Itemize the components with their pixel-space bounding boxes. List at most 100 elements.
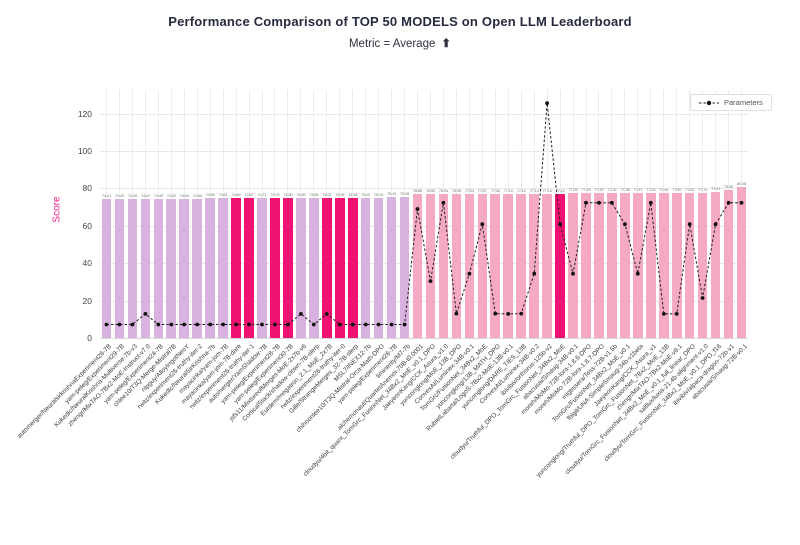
bar-value-label: 74.71	[257, 192, 267, 198]
bar[interactable]	[503, 193, 514, 338]
bar-value-label: 77.10	[503, 187, 513, 193]
bar-value-label: 77.32	[607, 187, 617, 193]
bar[interactable]	[218, 198, 228, 338]
y-tick-label: 40	[82, 258, 92, 269]
y-tick-label: 20	[82, 295, 92, 306]
bar[interactable]	[296, 197, 306, 338]
bar[interactable]	[322, 197, 332, 338]
bar[interactable]	[166, 198, 177, 338]
bar[interactable]	[451, 194, 462, 338]
bar[interactable]	[399, 197, 410, 338]
bar-value-label: 77.07	[477, 187, 487, 193]
bar[interactable]	[412, 194, 423, 338]
bar[interactable]	[347, 197, 358, 338]
bar-value-label: 75.02	[361, 191, 371, 197]
bar-value-label: 75.28	[400, 191, 410, 197]
metric-up-arrow-icon: ⬆	[441, 38, 452, 50]
bar-value-label: 77.91	[711, 186, 721, 192]
bar[interactable]	[620, 193, 630, 338]
bar-value-label: 75.19	[387, 191, 397, 197]
bar-value-label: 74.80	[283, 192, 293, 198]
bar[interactable]	[594, 193, 604, 338]
bar[interactable]	[490, 193, 501, 338]
bar[interactable]	[101, 198, 112, 338]
bar-value-label: 77.03	[464, 187, 474, 193]
bar[interactable]	[114, 198, 125, 338]
bar-value-label: 74.59	[205, 192, 215, 198]
bar[interactable]	[283, 198, 293, 338]
bar-value-label: 77.52	[685, 186, 695, 192]
bar-value-label: 77.14	[529, 187, 539, 193]
bar[interactable]	[309, 197, 319, 338]
bar[interactable]	[244, 198, 254, 338]
metric-label: Metric = Average	[348, 38, 436, 50]
chart-title: Performance Comparison of TOP 50 MODELS …	[168, 14, 632, 29]
bar[interactable]	[270, 198, 280, 338]
bar[interactable]	[205, 198, 215, 338]
bar-value-label: 77.30	[594, 187, 604, 193]
bar[interactable]	[555, 193, 565, 338]
legend[interactable]: Parameters	[690, 94, 772, 111]
bar-value-label: 74.92	[322, 191, 332, 197]
y-tick-label: 60	[82, 220, 92, 231]
bar[interactable]	[386, 197, 397, 338]
bar[interactable]	[477, 193, 488, 338]
bar[interactable]	[736, 187, 747, 338]
bar[interactable]	[140, 198, 151, 338]
bar[interactable]	[542, 193, 552, 338]
y-tick-label: 0	[87, 333, 92, 343]
bar-value-label: 74.43	[114, 192, 124, 198]
bar[interactable]	[684, 192, 695, 338]
bar-value-label: 74.61	[218, 192, 228, 198]
bar[interactable]	[438, 194, 449, 338]
bar[interactable]	[710, 192, 721, 338]
bar-value-label: 74.89	[309, 191, 319, 197]
bar[interactable]	[633, 193, 643, 338]
bar[interactable]	[153, 198, 164, 338]
bar-value-label: 76.90	[425, 188, 435, 194]
bar-value-label: 74.98	[348, 191, 358, 197]
bar[interactable]	[658, 193, 669, 338]
bar-value-label: 75.10	[374, 191, 384, 197]
y-axis-label: Score	[51, 196, 63, 223]
bar-value-label: 74.52	[166, 192, 176, 198]
bar[interactable]	[464, 193, 475, 338]
bar-value-label: 77.44	[659, 187, 669, 193]
parameters-line-marker-icon	[699, 100, 719, 105]
bar[interactable]	[516, 193, 526, 338]
bar[interactable]	[127, 198, 138, 338]
bar[interactable]	[192, 198, 202, 338]
bar-value-label: 79.30	[724, 183, 734, 189]
legend-label-parameters: Parameters	[724, 98, 763, 107]
bar-value-label: 77.74	[698, 186, 708, 192]
bar[interactable]	[568, 193, 578, 338]
bar-value-label: 74.45	[127, 192, 137, 198]
y-tick-label: 80	[82, 183, 92, 194]
bar-value-label: 77.12	[516, 187, 526, 193]
bar[interactable]	[373, 197, 384, 338]
bar[interactable]	[425, 194, 436, 338]
bar-value-label: 76.98	[451, 187, 461, 193]
bar[interactable]	[697, 192, 708, 338]
bar[interactable]	[529, 193, 539, 338]
bar-value-label: 74.41	[101, 192, 111, 198]
bar-value-label: 77.41	[633, 187, 643, 193]
bar[interactable]	[646, 193, 656, 338]
bar[interactable]	[257, 198, 267, 338]
y-tick-label: 100	[77, 145, 92, 156]
bar[interactable]	[723, 189, 734, 338]
bar[interactable]	[671, 193, 682, 338]
bar[interactable]	[360, 197, 371, 338]
bar-value-label: 77.38	[620, 187, 630, 193]
y-tick-label: 120	[77, 108, 92, 119]
bar[interactable]	[334, 197, 345, 338]
bar[interactable]	[231, 198, 241, 338]
bar-value-label: 74.67	[244, 192, 254, 198]
bar[interactable]	[581, 193, 591, 338]
bar[interactable]	[607, 193, 617, 338]
bar-value-label: 74.54	[179, 192, 189, 198]
bar[interactable]	[179, 198, 190, 338]
bar-value-label: 74.95	[335, 191, 345, 197]
bar-value-label: 74.85	[296, 191, 306, 197]
